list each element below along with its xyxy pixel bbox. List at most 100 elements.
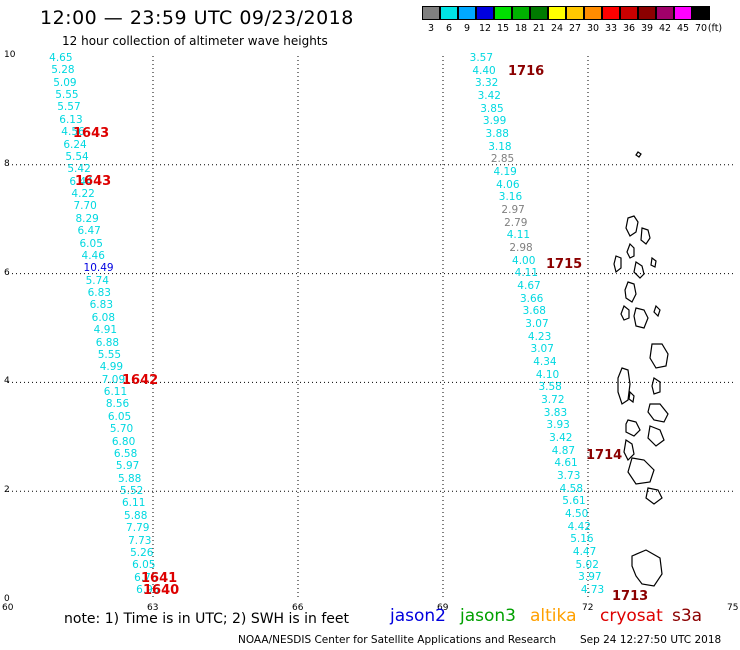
- coastline-island: [635, 151, 642, 158]
- wave-height-value: 3.58: [538, 381, 562, 394]
- scale-swatch: [512, 6, 530, 20]
- track-time-stamp: 1643: [75, 174, 112, 189]
- track-time-stamp: 1716: [508, 64, 545, 79]
- wave-height-value: 4.87: [551, 444, 576, 457]
- scale-label: 12: [478, 23, 492, 34]
- coastline-island: [623, 438, 635, 462]
- wave-height-value: 4.58: [559, 482, 584, 495]
- wave-height-value: 6.24: [63, 138, 87, 151]
- coastline-island: [628, 390, 635, 404]
- scale-swatch: [656, 6, 674, 20]
- track-time-stamp: 1715: [546, 257, 583, 272]
- scale-swatch: [458, 6, 476, 20]
- wave-height-value: 4.61: [554, 457, 578, 470]
- coastline-island: [620, 305, 630, 321]
- x-tick-label: 66: [292, 603, 304, 613]
- scale-swatch: [494, 6, 512, 20]
- wave-height-value: 4.99: [99, 361, 124, 374]
- coastline-island: [653, 304, 661, 318]
- wave-height-value: 4.42: [567, 520, 591, 533]
- wave-height-value: 6.05: [79, 237, 103, 250]
- scale-label: 3: [427, 23, 435, 34]
- scale-swatch: [602, 6, 620, 20]
- coastline-island: [640, 227, 651, 245]
- wave-height-value: 4.19: [493, 166, 517, 178]
- coastline-island: [633, 307, 649, 329]
- wave-height-value: 5.88: [117, 472, 142, 485]
- wave-height-value: 4.46: [81, 249, 105, 262]
- wave-height-value: 2.98: [509, 242, 533, 254]
- coastline-island: [650, 256, 657, 268]
- wave-height-value: 5.61: [562, 495, 586, 508]
- scale-label: 18: [514, 23, 528, 34]
- coastline-island: [645, 487, 663, 505]
- scale-label: 39: [640, 23, 654, 34]
- wave-height-value: 3.72: [541, 394, 565, 406]
- wave-height-value: 5.97: [115, 460, 140, 473]
- wave-height-value: 4.67: [517, 280, 541, 292]
- coastline-island: [631, 549, 663, 587]
- coastline-island: [649, 343, 669, 369]
- wave-height-value: 4.65: [49, 52, 73, 64]
- x-tick-label: 69: [437, 603, 449, 613]
- wave-height-value: 5.28: [51, 64, 75, 77]
- scale-label: 36: [622, 23, 636, 34]
- track-time-stamp: 1640: [143, 583, 180, 598]
- scale-label: 42: [658, 23, 672, 34]
- wave-height-value: 4.47: [572, 546, 597, 558]
- coastline-island: [627, 457, 655, 485]
- wave-height-value: 7.09: [101, 373, 126, 386]
- wave-height-value: 3.18: [488, 140, 512, 153]
- map-gridlines: [8, 56, 733, 600]
- scale-swatch: [440, 6, 458, 20]
- x-tick-label: 75: [727, 603, 739, 613]
- wave-height-value: 6.80: [111, 435, 136, 448]
- satellite-label: jason2: [390, 606, 446, 626]
- scale-unit-label: (ft): [707, 23, 723, 34]
- wave-height-value: 3.42: [477, 90, 501, 102]
- wave-height-value: 3.42: [549, 432, 573, 444]
- wave-height-value: 10.49: [83, 262, 114, 275]
- wave-height-value: 3.99: [482, 115, 507, 128]
- coastline-island: [617, 367, 631, 405]
- scale-swatch: [548, 6, 566, 20]
- wave-height-value: 4.91: [93, 324, 118, 337]
- wave-height-value: 4.11: [506, 229, 531, 242]
- x-tick-label: 63: [147, 603, 159, 613]
- wave-height-value: 3.85: [480, 102, 504, 115]
- coastline-island: [626, 242, 635, 259]
- wave-height-value: 6.08: [91, 311, 116, 324]
- wave-height-value: 6.13: [59, 113, 83, 126]
- wave-height-value: 6.11: [103, 386, 128, 399]
- wave-height-value: 3.68: [522, 305, 546, 318]
- scale-label: 33: [604, 23, 618, 34]
- wave-height-value: 6.95: [136, 584, 160, 596]
- wave-height-value: 4.06: [496, 178, 520, 191]
- wave-height-value: 4.23: [527, 330, 552, 343]
- wave-height-value: 6.05: [132, 559, 156, 572]
- wave-height-value: 2.79: [504, 216, 528, 229]
- scale-label: 70: [694, 23, 708, 34]
- scale-swatch: [566, 6, 584, 20]
- track-time-stamp: 1641: [141, 571, 178, 586]
- scale-swatch: [674, 6, 692, 20]
- wave-height-value: 4.50: [564, 508, 589, 520]
- scale-label: 9: [463, 23, 471, 34]
- scale-swatch: [476, 6, 494, 20]
- scale-label: 21: [532, 23, 546, 34]
- wave-height-value: 2.97: [501, 204, 525, 216]
- wave-height-value: 5.26: [130, 546, 154, 559]
- scale-swatch: [620, 6, 638, 20]
- wave-height-value: 5.55: [97, 348, 122, 361]
- wave-height-value: 7.79: [126, 522, 150, 535]
- wave-height-value: 4.34: [533, 356, 557, 368]
- y-tick-label: 6: [4, 267, 10, 278]
- wave-height-value: 3.97: [578, 571, 602, 584]
- wave-height-value: 6.58: [113, 447, 138, 460]
- wave-height-value: 6.83: [89, 299, 114, 312]
- wave-height-value: 4.10: [535, 368, 560, 381]
- wave-height-value: 7.70: [73, 200, 97, 213]
- coastline-island: [651, 377, 661, 395]
- wave-height-value: 6.05: [107, 410, 132, 423]
